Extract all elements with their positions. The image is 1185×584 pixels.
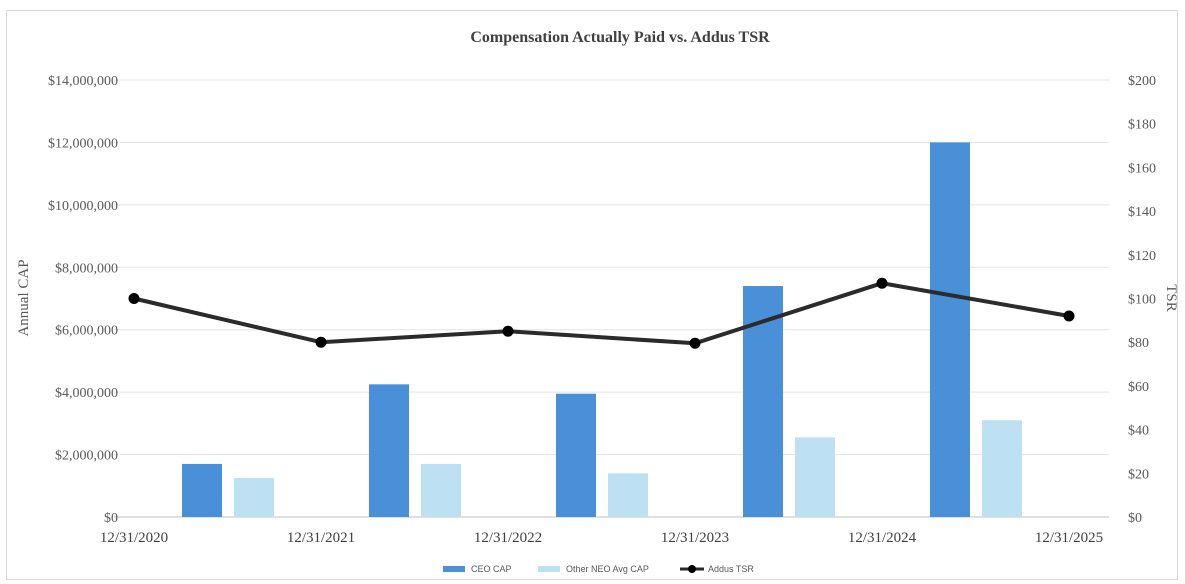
left-axis-label: Annual CAP [16, 259, 32, 336]
left-tick-label: $14,000,000 [48, 74, 118, 89]
x-tick-label: 12/31/2022 [474, 530, 542, 546]
right-tick-label: $20 [1128, 467, 1149, 482]
x-tick-label: 12/31/2020 [100, 530, 168, 546]
ceo-cap-bar [369, 384, 409, 517]
neo-avg-cap-bar [795, 437, 835, 517]
x-axis-ticks: 12/31/2020 12/31/2021 12/31/2022 12/31/2023… [100, 530, 1103, 546]
left-tick-label: $2,000,000 [55, 449, 118, 464]
left-tick-label: $10,000,000 [48, 199, 118, 214]
chart-title: Compensation Actually Paid vs. Addus TSR [470, 29, 770, 46]
right-tick-label: $160 [1128, 161, 1156, 176]
right-tick-label: $80 [1128, 336, 1149, 351]
neo-avg-cap-bar [982, 420, 1022, 517]
tsr-line-series [128, 277, 1075, 349]
tsr-point [1063, 310, 1075, 322]
left-tick-label: $8,000,000 [55, 261, 118, 276]
legend-swatch [538, 566, 560, 572]
ceo-cap-bar [930, 142, 970, 517]
tsr-point [502, 325, 514, 337]
ceo-cap-bar [182, 463, 222, 517]
x-tick-label: 12/31/2025 [1035, 530, 1103, 546]
legend-label: Addus TSR [708, 564, 754, 574]
tsr-point [128, 293, 140, 304]
legend-label: Other NEO Avg CAP [566, 564, 649, 574]
ceo-cap-bar [556, 393, 596, 517]
x-tick-label: 12/31/2024 [848, 530, 917, 546]
tsr-point [876, 277, 888, 289]
neo-avg-cap-bar [421, 463, 461, 517]
tsr-point [315, 336, 327, 348]
left-tick-label: $4,000,000 [55, 386, 118, 401]
right-tick-label: $100 [1128, 293, 1156, 308]
x-tick-label: 12/31/2023 [661, 530, 729, 546]
legend-swatch [443, 566, 465, 572]
left-tick-label: $0 [104, 511, 118, 526]
bars [182, 142, 1022, 517]
tsr-line [133, 281, 1070, 346]
legend-label: CEO CAP [471, 564, 512, 574]
right-axis-ticks: $0 $20 $40 $60 $80 $100 $120 $140 $160 $180 $200 [1128, 74, 1156, 526]
right-tick-label: $200 [1128, 74, 1156, 89]
x-tick-label: 12/31/2021 [287, 530, 355, 546]
right-tick-label: $0 [1128, 511, 1142, 526]
right-tick-label: $180 [1128, 118, 1156, 133]
right-tick-label: $140 [1128, 205, 1156, 220]
neo-avg-cap-bar [234, 477, 274, 517]
legend-marker [688, 565, 696, 573]
left-axis-ticks: $0 $2,000,000 $4,000,000 $6,000,000 $8,000,0… [48, 74, 118, 526]
tsr-point [689, 337, 701, 349]
right-axis-label: TSR [1163, 284, 1179, 312]
left-tick-label: $12,000,000 [48, 136, 118, 151]
right-tick-label: $120 [1128, 249, 1156, 264]
right-tick-label: $60 [1128, 380, 1149, 395]
legend: CEO CAP Other NEO Avg CAP Addus TSR [443, 564, 754, 574]
neo-avg-cap-bar [608, 473, 648, 517]
right-tick-label: $40 [1128, 424, 1149, 439]
left-tick-label: $6,000,000 [55, 324, 118, 339]
